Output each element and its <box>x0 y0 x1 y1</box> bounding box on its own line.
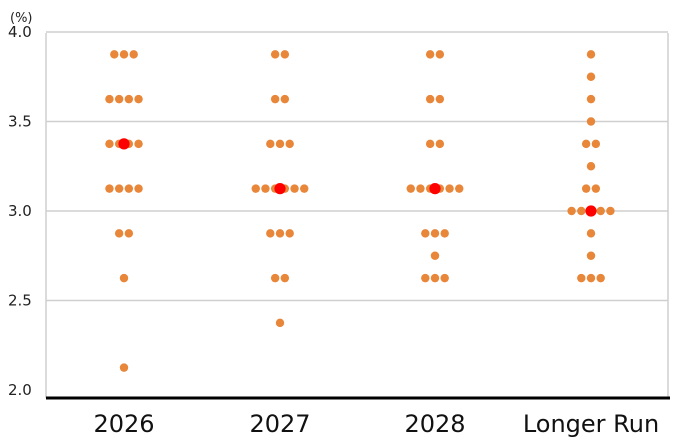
median-dot <box>274 183 286 195</box>
participant-dot <box>586 50 596 59</box>
y-tick-label: 3.0 <box>8 202 32 220</box>
participant-dot <box>119 50 129 59</box>
participant-dot <box>435 94 445 104</box>
participant-dot <box>275 229 285 238</box>
y-tick-labels: 4.0 3.5 3.0 2.5 2.0 <box>8 23 32 399</box>
y-tick-label: 4.0 <box>8 23 32 41</box>
participant-dot <box>300 184 309 193</box>
participant-dot <box>430 273 440 283</box>
participant-dot <box>581 184 591 193</box>
participant-dot <box>266 139 275 149</box>
participant-dot <box>421 229 430 238</box>
participant-dot <box>577 273 586 283</box>
category-label: 2026 <box>93 410 154 438</box>
participant-dot <box>445 184 454 193</box>
participant-dot <box>261 184 270 193</box>
participant-dot <box>430 251 440 260</box>
participant-dot <box>105 139 114 149</box>
participant-dot <box>440 229 449 238</box>
participant-dot <box>581 139 591 149</box>
participant-dot <box>270 50 280 59</box>
median-dot <box>585 205 597 217</box>
participant-dot <box>114 184 124 193</box>
participant-dot <box>290 184 299 193</box>
participant-dot <box>110 50 119 59</box>
participant-dot <box>134 184 143 193</box>
participant-dot <box>586 94 596 104</box>
participant-dot <box>586 229 596 238</box>
participant-dot <box>425 139 435 149</box>
category-label: 2027 <box>249 410 310 438</box>
participant-dot <box>119 273 129 283</box>
participant-dot <box>124 94 134 104</box>
participant-dot <box>435 139 445 149</box>
category-labels: 2026 2027 2028 Longer Run <box>93 410 659 438</box>
participant-dot <box>270 273 280 283</box>
participant-dot <box>275 139 285 149</box>
participant-dot <box>591 184 601 193</box>
participant-dot <box>425 50 435 59</box>
participant-dot <box>425 94 435 104</box>
median-dot <box>429 183 441 195</box>
category-label: 2028 <box>404 410 465 438</box>
y-unit-label: (%) <box>10 11 33 26</box>
participant-dot <box>105 94 114 104</box>
gridlines <box>45 31 669 398</box>
participant-dot <box>421 273 430 283</box>
category-label: Longer Run <box>523 410 659 438</box>
participant-dot <box>416 184 425 193</box>
participant-dot <box>567 206 576 216</box>
participant-dot <box>124 184 134 193</box>
participant-dot <box>114 229 124 238</box>
participant-dot <box>134 94 143 104</box>
participant-dot <box>430 229 440 238</box>
participant-dot <box>134 139 143 149</box>
participant-dot <box>586 72 596 81</box>
y-tick-label: 2.5 <box>8 292 32 310</box>
participant-dot <box>129 50 138 59</box>
participant-dot <box>586 162 596 171</box>
participant-dot <box>606 206 615 216</box>
participant-dot <box>406 184 415 193</box>
participant-dot <box>586 273 596 283</box>
participant-dot <box>596 206 605 216</box>
median-dot <box>118 138 130 150</box>
participant-dot <box>596 273 605 283</box>
participant-dot <box>275 318 285 328</box>
participant-dot <box>280 94 290 104</box>
participant-dot <box>285 229 294 238</box>
participant-dot <box>285 139 294 149</box>
participant-dot <box>455 184 464 193</box>
participant-dot <box>119 363 129 372</box>
participant-dot <box>280 50 290 59</box>
participant-dot <box>280 273 290 283</box>
participant-dot <box>586 251 596 260</box>
participant-dot <box>586 117 596 126</box>
participant-dot <box>440 273 449 283</box>
median-dots <box>118 138 597 217</box>
participant-dot <box>266 229 275 238</box>
participant-dot <box>251 184 260 193</box>
participant-dot <box>105 184 114 193</box>
participant-dot <box>435 50 445 59</box>
participant-dot <box>114 94 124 104</box>
participant-dot <box>124 229 134 238</box>
participant-dot <box>591 139 601 149</box>
y-tick-label: 3.5 <box>8 113 32 131</box>
y-tick-label: 2.0 <box>8 381 32 399</box>
participant-dot <box>270 94 280 104</box>
participant-dot <box>577 206 586 216</box>
